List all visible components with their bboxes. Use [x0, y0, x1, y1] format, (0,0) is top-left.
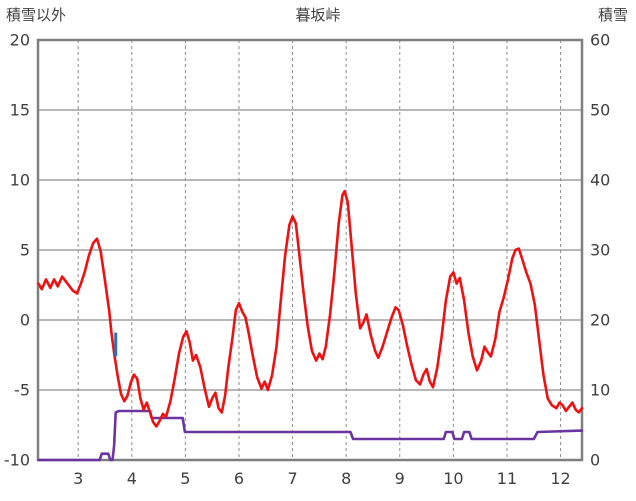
y-axis-left-tick-label: 5	[20, 241, 30, 260]
y-axis-right-tick-label: 50	[590, 101, 610, 120]
x-axis-tick-label: 10	[443, 469, 463, 488]
left-axis-title: 積雪以外	[6, 6, 67, 24]
snow-depth-line	[37, 409, 584, 462]
y-axis-left-tick-label: 20	[10, 31, 30, 50]
chart-title: 暮坂峠	[295, 6, 341, 24]
y-axis-left-tick-label: 0	[20, 311, 30, 330]
temperature-line	[37, 189, 584, 428]
y-axis-left-tick-label: 10	[10, 171, 30, 190]
x-axis-tick-label: 7	[287, 469, 297, 488]
y-axis-left-tick-label: -5	[14, 381, 30, 400]
right-axis-title: 積雪	[597, 6, 628, 24]
x-axis-tick-label: 5	[180, 469, 190, 488]
plot-border	[36, 38, 584, 462]
y-axis-right-tick-label: 60	[590, 31, 610, 50]
x-axis-tick-label: 9	[395, 469, 405, 488]
y-axis-left-tick-label: 15	[10, 101, 30, 120]
y-axis-right-tick-label: 10	[590, 381, 610, 400]
x-axis-tick-label: 3	[73, 469, 83, 488]
x-axis-tick-label: 12	[550, 469, 570, 488]
y-axis-right-tick-label: 30	[590, 241, 610, 260]
x-axis-tick-label: 8	[341, 469, 351, 488]
y-axis-right-tick-label: 20	[590, 311, 610, 330]
x-axis-tick-label: 4	[127, 469, 137, 488]
y-axis-left-tick-label: -10	[4, 451, 30, 470]
y-axis-right-tick-label: 40	[590, 171, 610, 190]
x-axis-tick-label: 11	[497, 469, 517, 488]
x-axis-tick-label: 6	[234, 469, 244, 488]
y-axis-right-tick-label: 0	[590, 451, 600, 470]
